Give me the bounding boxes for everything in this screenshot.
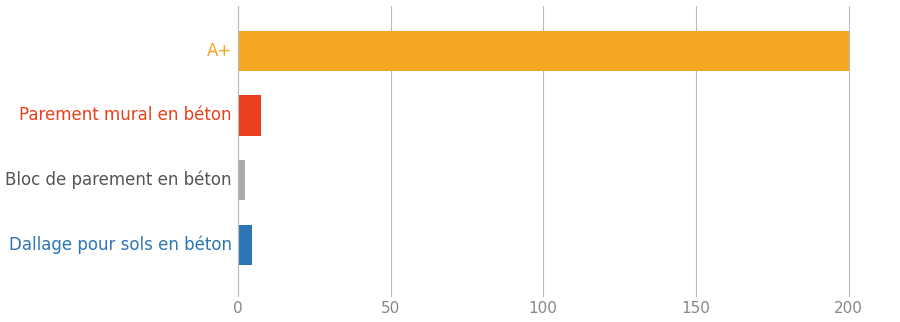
Bar — [238, 95, 261, 136]
Text: Bloc de parement en béton: Bloc de parement en béton — [5, 171, 231, 189]
Bar — [238, 160, 246, 200]
Bar — [238, 31, 849, 71]
Text: Parement mural en béton: Parement mural en béton — [19, 107, 231, 125]
Text: A+: A+ — [206, 42, 231, 60]
Bar — [238, 225, 252, 265]
Text: Dallage pour sols en béton: Dallage pour sols en béton — [9, 236, 231, 254]
